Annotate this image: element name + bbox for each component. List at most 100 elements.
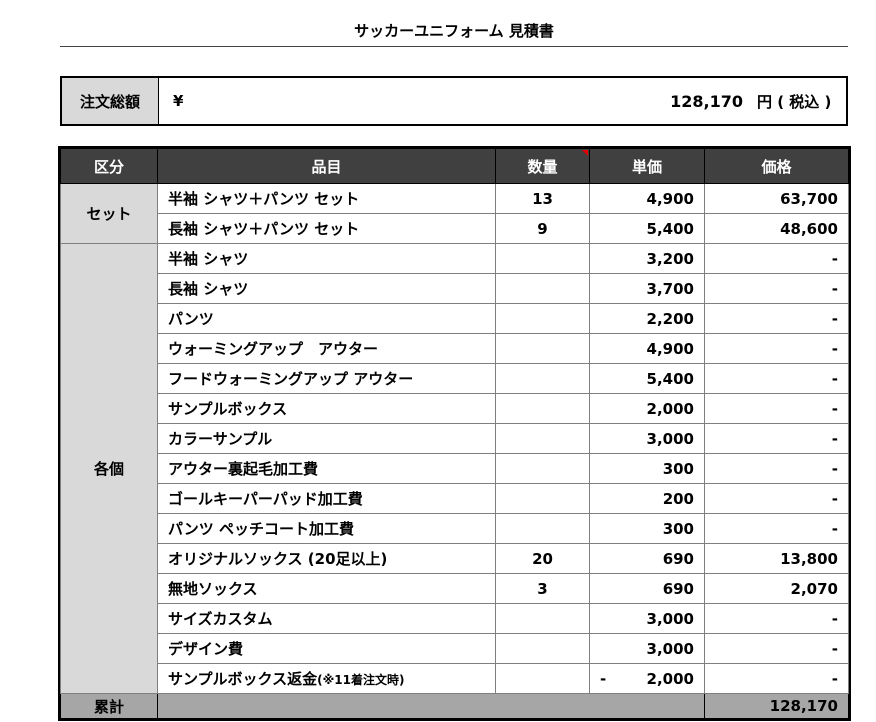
unit-price-cell[interactable]: 300 [589,513,705,544]
item-cell[interactable]: 無地ソックス [157,573,496,604]
price-cell[interactable]: - [704,483,849,514]
item-cell[interactable]: ゴールキーパーパッド加工費 [157,483,496,514]
unit-price-cell[interactable]: 690 [589,543,705,574]
sum-label: 累計 [60,693,158,719]
table-row-sum: 累計 128,170 [60,693,849,719]
price-cell[interactable]: - [704,633,849,664]
price-cell[interactable]: 13,800 [704,543,849,574]
price-cell[interactable]: - [704,663,849,694]
price-cell[interactable]: - [704,453,849,484]
price-cell[interactable]: - [704,243,849,274]
document-title: サッカーユニフォーム 見積書 [354,22,554,40]
qty-cell[interactable] [495,273,590,304]
item-cell[interactable]: 長袖 シャツ [157,273,496,304]
unit-price-cell[interactable]: 3,000 [589,633,705,664]
table-row: 長袖 シャツ 3,700- [61,273,849,304]
unit-price-cell[interactable]: 3,700 [589,273,705,304]
quote-table: 区分 品目 数量 単価 価格 セット 半袖 シャツ＋パンツ セット 13 4,900 6… [58,146,851,721]
category-set: セット [60,183,158,244]
item-cell[interactable]: サンプルボックス返金(※11着注文時) [157,663,496,694]
order-total-box: 注文総額 ¥ 128,170 円 ( 税込 ) [60,76,848,126]
unit-price-cell[interactable]: 4,900 [589,333,705,364]
sum-price[interactable]: 128,170 [704,693,849,719]
qty-cell[interactable] [495,633,590,664]
price-cell[interactable]: - [704,273,849,304]
price-cell[interactable]: 63,700 [704,183,849,214]
table-row-refund: サンプルボックス返金(※11着注文時) -2,000- [61,663,849,694]
order-total-label: 注文総額 [62,78,159,124]
table-row: パンツ 2,200- [61,303,849,334]
table-row: フードウォーミングアップ アウター 5,400- [61,363,849,394]
unit-price-cell[interactable]: 3,000 [589,423,705,454]
item-cell[interactable]: オリジナルソックス (20足以上) [157,543,496,574]
table-header-row: 区分 品目 数量 単価 価格 [60,148,849,184]
qty-cell[interactable] [495,393,590,424]
order-total-amount[interactable]: 128,170 [670,91,743,111]
qty-cell[interactable] [495,663,590,694]
qty-cell[interactable] [495,243,590,274]
price-cell[interactable]: - [704,603,849,634]
qty-cell[interactable] [495,453,590,484]
price-cell[interactable]: - [704,513,849,544]
qty-cell[interactable] [495,423,590,454]
table-row: アウター裏起毛加工費 300- [61,453,849,484]
price-cell[interactable]: 2,070 [704,573,849,604]
table-row: 各個 半袖 シャツ 3,200- [60,243,849,694]
price-cell[interactable]: - [704,423,849,454]
qty-cell[interactable] [495,363,590,394]
unit-price-cell[interactable]: 4,900 [589,183,705,214]
negative-price-wrap: - 2,000 [600,670,694,688]
header-unit-price: 単価 [589,148,705,184]
qty-cell[interactable] [495,483,590,514]
item-cell[interactable]: パンツ [157,303,496,334]
unit-price-cell[interactable]: 200 [589,483,705,514]
qty-cell[interactable]: 13 [495,183,590,214]
price-cell[interactable]: - [704,363,849,394]
unit-price-cell[interactable]: 3,000 [589,603,705,634]
qty-cell[interactable] [495,603,590,634]
header-item: 品目 [157,148,496,184]
qty-cell[interactable]: 20 [495,543,590,574]
negative-sign: - [600,669,607,688]
refund-item-note: (※11着注文時) [317,673,405,687]
table-row: ウォーミングアップ アウター 4,900- [61,333,849,364]
item-cell[interactable]: 半袖 シャツ＋パンツ セット [157,183,496,214]
qty-cell[interactable] [495,303,590,334]
item-cell[interactable]: サンプルボックス [157,393,496,424]
unit-price-cell[interactable]: - 2,000 [589,663,705,694]
price-cell[interactable]: - [704,393,849,424]
title-underline [60,46,848,47]
header-price: 価格 [704,148,849,184]
header-qty: 数量 [495,148,590,184]
item-cell[interactable]: ウォーミングアップ アウター [157,333,496,364]
item-cell[interactable]: サイズカスタム [157,603,496,634]
item-cell[interactable]: デザイン費 [157,633,496,664]
qty-cell[interactable] [495,333,590,364]
price-cell[interactable]: 48,600 [704,213,849,244]
unit-price-cell[interactable]: 2,000 [589,393,705,424]
unit-price-cell[interactable]: 300 [589,453,705,484]
currency-symbol: ¥ [173,92,184,110]
table-row: ゴールキーパーパッド加工費 200- [61,483,849,514]
item-cell[interactable]: カラーサンプル [157,423,496,454]
item-cell[interactable]: パンツ ペッチコート加工費 [157,513,496,544]
table-row: デザイン費 3,000- [61,633,849,664]
item-cell[interactable]: 長袖 シャツ＋パンツ セット [157,213,496,244]
price-cell[interactable]: - [704,303,849,334]
qty-cell[interactable]: 3 [495,573,590,604]
table-row: セット 半袖 シャツ＋パンツ セット 13 4,900 63,700 [60,183,849,244]
unit-price-cell[interactable]: 2,200 [589,303,705,334]
unit-price-cell[interactable]: 3,200 [589,243,705,274]
unit-price-cell[interactable]: 5,400 [589,213,705,244]
qty-cell[interactable] [495,513,590,544]
price-cell[interactable]: - [704,333,849,364]
header-category: 区分 [60,148,158,184]
item-cell[interactable]: 半袖 シャツ [157,243,496,274]
unit-price-cell[interactable]: 690 [589,573,705,604]
unit-price-value: 2,000 [646,669,694,688]
item-cell[interactable]: アウター裏起毛加工費 [157,453,496,484]
table-row: オリジナルソックス (20足以上) 20 690 13,800 [61,543,849,574]
qty-cell[interactable]: 9 [495,213,590,244]
unit-price-cell[interactable]: 5,400 [589,363,705,394]
item-cell[interactable]: フードウォーミングアップ アウター [157,363,496,394]
